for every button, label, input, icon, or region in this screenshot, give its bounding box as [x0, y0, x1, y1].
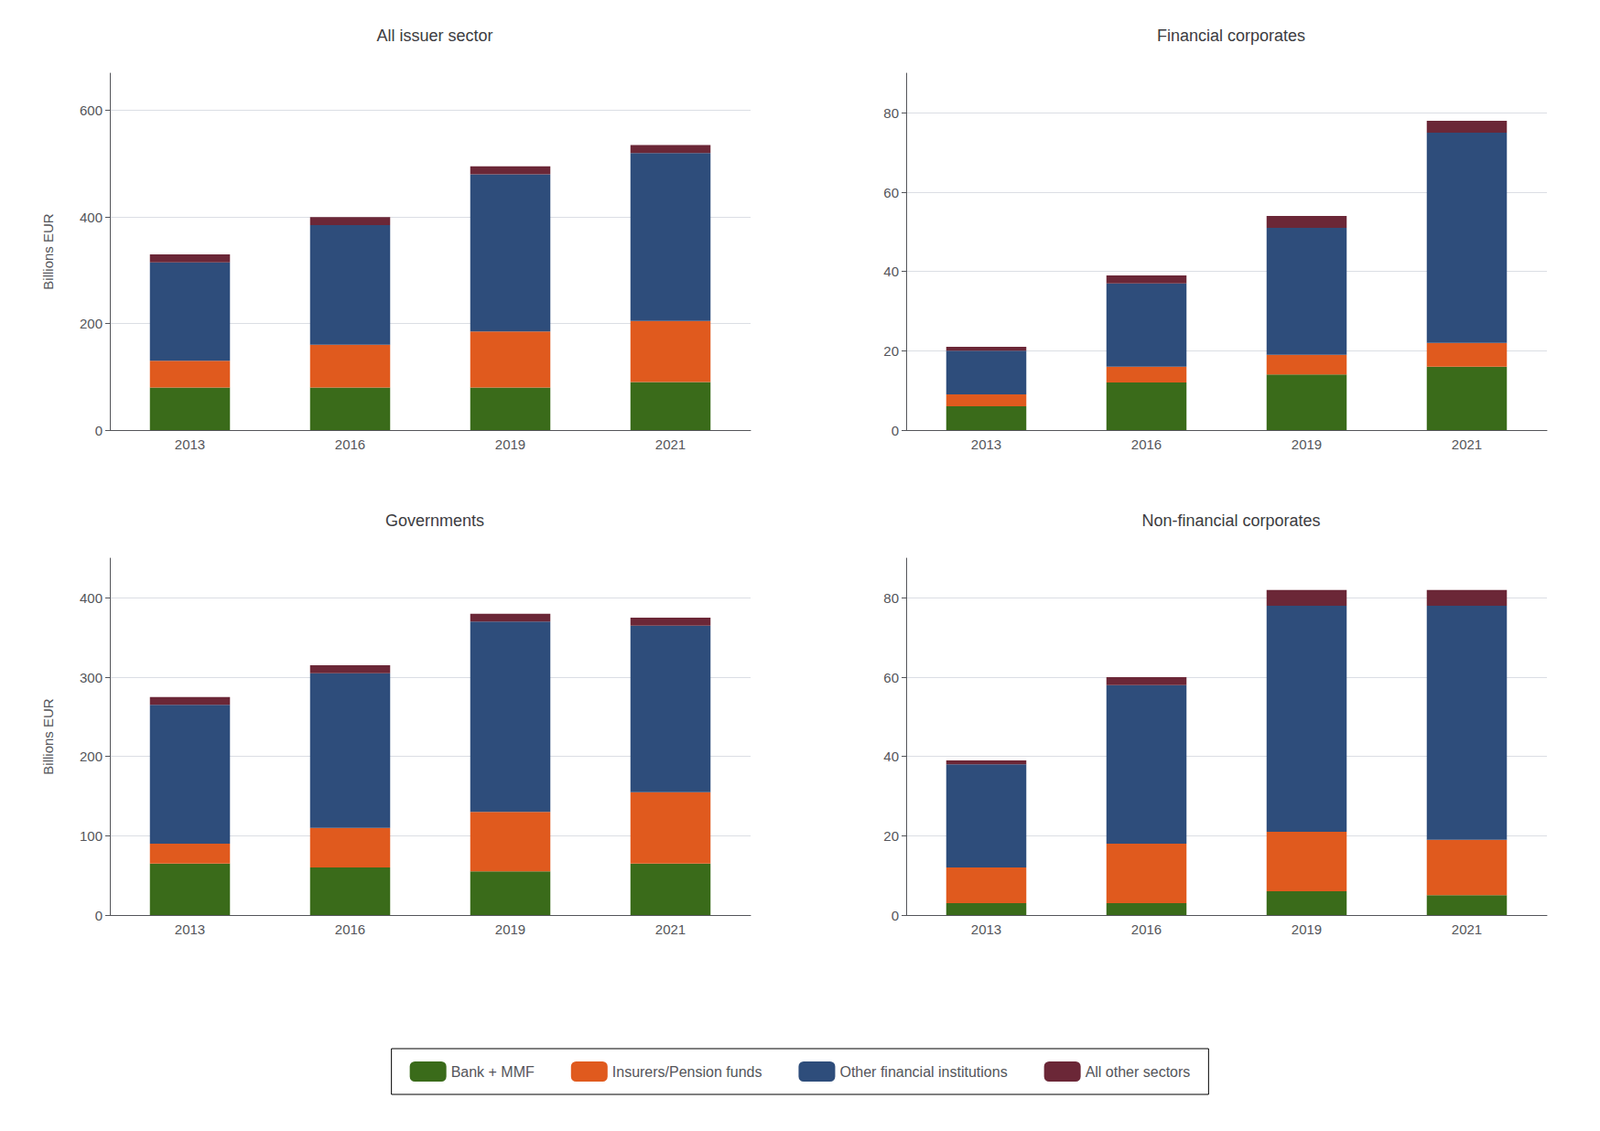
svg-text:2016: 2016 — [1131, 921, 1162, 938]
svg-text:200: 200 — [79, 315, 103, 332]
svg-text:All other sectors: All other sectors — [1085, 1064, 1191, 1081]
svg-text:20: 20 — [883, 828, 899, 844]
svg-text:0: 0 — [95, 422, 103, 439]
svg-text:2021: 2021 — [655, 921, 686, 938]
svg-text:80: 80 — [883, 590, 899, 606]
svg-text:2013: 2013 — [971, 436, 1002, 453]
svg-text:20: 20 — [883, 343, 899, 359]
svg-text:2019: 2019 — [495, 921, 526, 938]
svg-text:2016: 2016 — [335, 921, 366, 938]
svg-text:2019: 2019 — [495, 436, 526, 453]
svg-text:Other financial institutions: Other financial institutions — [839, 1064, 1007, 1081]
svg-text:Financial corporates: Financial corporates — [1156, 26, 1306, 45]
svg-text:400: 400 — [79, 209, 103, 226]
svg-text:Insurers/Pension funds: Insurers/Pension funds — [612, 1064, 763, 1081]
svg-text:300: 300 — [79, 670, 103, 686]
svg-text:Billions EUR: Billions EUR — [40, 698, 56, 776]
svg-text:60: 60 — [883, 670, 899, 686]
svg-text:0: 0 — [891, 908, 899, 924]
svg-text:Non-financial corporates: Non-financial corporates — [1141, 511, 1320, 530]
svg-text:60: 60 — [883, 184, 899, 201]
svg-text:2021: 2021 — [1451, 436, 1482, 453]
svg-text:400: 400 — [79, 590, 103, 606]
svg-text:40: 40 — [883, 263, 899, 280]
svg-text:2021: 2021 — [1451, 921, 1482, 938]
svg-text:40: 40 — [883, 748, 899, 765]
svg-text:2021: 2021 — [655, 436, 686, 453]
svg-text:Bank + MMF: Bank + MMF — [451, 1064, 535, 1081]
svg-text:Governments: Governments — [385, 511, 485, 530]
svg-text:200: 200 — [79, 748, 103, 765]
svg-text:2019: 2019 — [1291, 436, 1322, 453]
svg-text:80: 80 — [883, 105, 899, 121]
svg-text:0: 0 — [891, 422, 899, 439]
svg-text:2016: 2016 — [1131, 436, 1162, 453]
svg-text:2013: 2013 — [174, 436, 206, 453]
svg-text:2016: 2016 — [335, 436, 366, 453]
svg-text:Billions EUR: Billions EUR — [40, 213, 56, 291]
svg-text:100: 100 — [79, 828, 103, 844]
svg-text:600: 600 — [79, 102, 103, 119]
svg-text:2013: 2013 — [174, 921, 206, 938]
svg-text:2013: 2013 — [971, 921, 1002, 938]
svg-text:2019: 2019 — [1291, 921, 1322, 938]
svg-text:0: 0 — [95, 908, 103, 924]
svg-text:All issuer sector: All issuer sector — [376, 26, 493, 45]
